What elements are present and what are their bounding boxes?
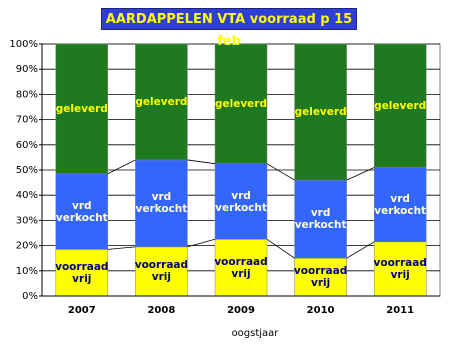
segment-label: voorraad vrij (134, 259, 189, 284)
x-tick-label: 2007 (68, 305, 96, 316)
y-tick-label: 60% (16, 140, 38, 151)
bar-segment (373, 241, 427, 297)
segment-label: voorraad vrij (373, 256, 427, 281)
segment-label: vrd verkocht (215, 189, 267, 214)
segment-label: geleverd (135, 95, 188, 108)
segment-label: geleverd (214, 97, 268, 110)
y-tick-label: 80% (16, 89, 38, 100)
bar-segment (135, 246, 188, 297)
y-tick-label: 10% (16, 266, 38, 277)
segment-label: vrd verkocht (55, 199, 108, 224)
series-line (346, 167, 375, 181)
series-line (187, 238, 216, 248)
bar-segment (214, 239, 268, 297)
bar-segment (294, 179, 347, 259)
x-tick-label: 2010 (307, 305, 335, 316)
y-tick-label: 20% (16, 241, 38, 252)
chart-title: AARDAPPELEN VTA voorraad p 15 feb (101, 8, 357, 49)
series-line (266, 238, 295, 259)
y-tick-label: 30% (16, 215, 38, 226)
x-tick-label: 2008 (147, 305, 175, 316)
bar-segment (373, 43, 427, 168)
bar-segment (294, 43, 347, 181)
y-tick-label: 50% (16, 165, 38, 176)
x-tick-label: 2011 (386, 305, 414, 316)
segment-label: geleverd (55, 102, 108, 115)
segment-label: voorraad vrij (55, 260, 109, 285)
segment-label: geleverd (294, 106, 347, 119)
bar-segment (373, 167, 427, 243)
series-line (266, 163, 295, 181)
series-line (107, 246, 136, 250)
segment-label: vrd verkocht (374, 192, 427, 217)
bar-segment (135, 43, 188, 161)
bar-segment (135, 159, 188, 248)
segment-label: geleverd (374, 99, 427, 112)
x-axis-title: oogstjaar (232, 328, 280, 339)
segment-label: vrd verkocht (135, 191, 188, 216)
y-tick-label: 0% (22, 291, 38, 302)
y-tick-label: 40% (16, 190, 38, 201)
y-tick-label: 100% (9, 39, 38, 50)
y-tick-label: 70% (16, 115, 38, 126)
bar-segment (214, 163, 268, 240)
series-line (187, 159, 216, 165)
bar-segment (214, 43, 268, 164)
segment-label: voorraad vrij (293, 265, 348, 290)
bar-segment (55, 43, 109, 175)
series-line (346, 241, 375, 259)
x-tick-label: 2009 (227, 305, 255, 316)
segment-label: vrd verkocht (294, 207, 347, 232)
y-tick-label: 90% (16, 64, 38, 75)
bar-segment (55, 249, 109, 297)
segment-label: voorraad vrij (214, 255, 268, 280)
series-line (107, 159, 136, 175)
